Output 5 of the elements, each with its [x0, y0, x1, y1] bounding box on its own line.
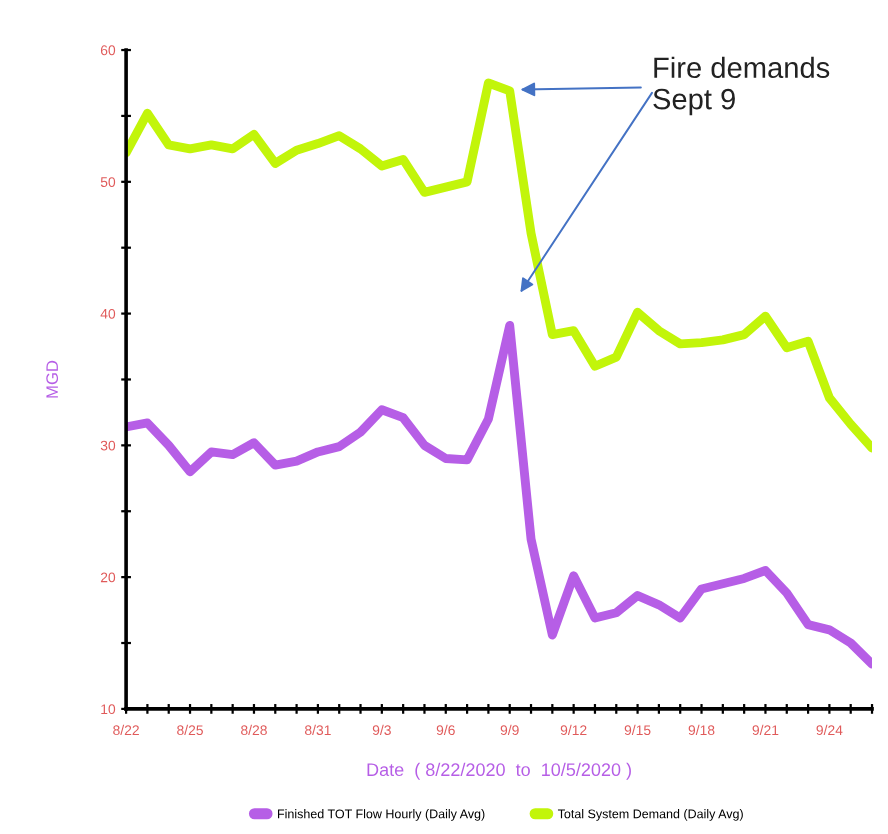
- x-axis-title: Date ( 8/22/2020 to 10/5/2020 ): [367, 762, 631, 780]
- annotation: Fire demands Sept 9: [653, 56, 830, 116]
- line-series: [126, 78, 873, 453]
- line-series: [126, 320, 873, 669]
- y-axis-title: MGD: [46, 360, 59, 398]
